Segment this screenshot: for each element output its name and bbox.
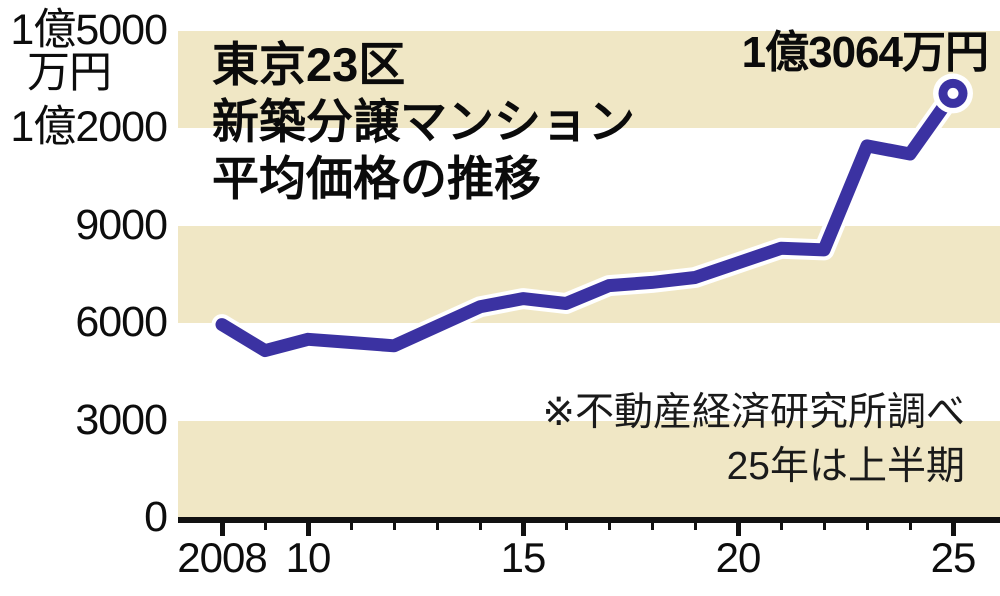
y-axis-unit-label: 万円 <box>27 48 112 97</box>
x-axis-tick <box>349 523 353 530</box>
x-axis-tick <box>865 523 869 530</box>
x-axis-tick-label: 2008 <box>177 534 267 581</box>
y-axis-tick-label: 3000 <box>75 395 168 444</box>
y-axis-tick-label: 1億5000 万円 <box>0 8 168 97</box>
y-axis-tick-label: 6000 <box>75 298 168 346</box>
chart-title-line-3: 平均価格の推移 <box>212 152 541 205</box>
x-axis <box>178 517 1000 523</box>
chart-title: 東京23区 新築分譲マンション 平均価格の推移 <box>212 36 635 207</box>
end-point-marker-hole <box>947 87 959 99</box>
x-axis-tick <box>693 523 697 530</box>
x-axis-tick <box>735 523 741 536</box>
source-note: ※不動産経済研究所調べ 25年は上半期 <box>542 386 965 494</box>
x-axis-tick <box>435 523 439 530</box>
x-axis-tick <box>779 523 783 530</box>
x-axis-tick-label: 15 <box>500 534 547 581</box>
x-axis-tick <box>263 523 267 530</box>
plot-band <box>178 225 1000 323</box>
source-note-line-2: 25年は上半期 <box>726 445 965 488</box>
plot-band <box>178 30 1000 128</box>
x-axis-tick <box>478 523 482 530</box>
y-axis-tick-label: 1億2000 <box>10 103 168 151</box>
x-axis-tick <box>564 523 568 530</box>
chart-title-line-2: 新築分譲マンション <box>212 95 635 148</box>
chart-title-line-1: 東京23区 <box>212 38 406 91</box>
x-axis-tick <box>822 523 826 530</box>
y-axis-tick-label: 0 <box>144 493 168 541</box>
x-axis-tick <box>950 523 956 536</box>
x-axis-tick <box>650 523 654 530</box>
source-note-line-1: ※不動産経済研究所調べ <box>542 391 965 434</box>
plot-band <box>178 420 1000 518</box>
y-axis-tick-label: 9000 <box>75 200 168 249</box>
x-axis-tick-label: 20 <box>715 534 762 581</box>
price-line <box>215 86 960 358</box>
peak-value-label: 1億3064万円 <box>741 28 989 77</box>
x-axis-tick <box>392 523 396 530</box>
x-axis-tick <box>908 523 912 530</box>
x-axis-tick <box>607 523 611 530</box>
x-axis-tick-label: 10 <box>285 534 332 581</box>
x-axis-tick <box>219 523 225 536</box>
x-axis-tick <box>305 523 311 536</box>
x-axis-tick <box>520 523 526 536</box>
x-axis-tick-label: 25 <box>930 534 977 581</box>
